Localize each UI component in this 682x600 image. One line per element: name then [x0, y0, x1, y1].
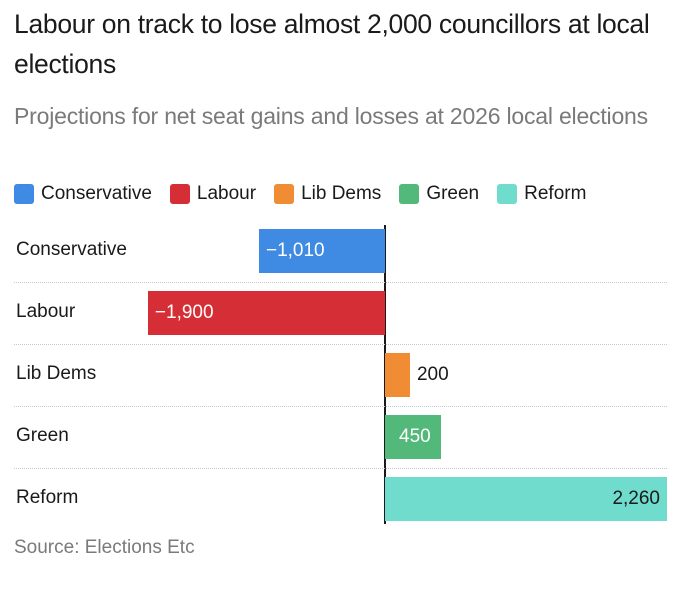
legend-label: Green	[426, 183, 480, 204]
row-separator	[14, 344, 667, 345]
data-label: −1,900	[154, 302, 214, 323]
legend-swatch	[169, 184, 190, 204]
legend-label: Conservative	[41, 183, 152, 204]
bar-green	[385, 415, 442, 459]
source-note: Source: Elections Etc	[14, 537, 195, 558]
legend-item: Lib Dems	[274, 183, 381, 205]
bar-reform	[385, 477, 667, 521]
bar-labour	[147, 291, 385, 335]
category-label: Conservative	[16, 239, 127, 260]
legend: Conservative Labour Lib Dems Green Reform	[14, 183, 586, 205]
chart-subtitle: Projections for net seat gains and losse…	[14, 103, 648, 129]
category-label: Labour	[16, 301, 76, 322]
row-separator	[14, 406, 667, 407]
row-separator	[14, 468, 667, 469]
legend-swatch	[14, 184, 34, 204]
legend-item: Conservative	[14, 183, 152, 205]
data-label: 450	[399, 426, 431, 447]
legend-item: Labour	[169, 183, 257, 205]
row-separator	[14, 282, 667, 283]
legend-item: Green	[399, 183, 479, 205]
data-label: −1,010	[265, 240, 325, 261]
legend-label: Labour	[196, 183, 257, 204]
legend-label: Reform	[524, 183, 587, 204]
data-label: 200	[416, 364, 449, 385]
chart-title: Labour on track to lose almost 2,000 cou…	[14, 9, 650, 79]
legend-swatch	[497, 184, 518, 204]
legend-swatch	[274, 184, 295, 204]
category-label: Lib Dems	[16, 363, 97, 384]
bar-conservative	[258, 229, 385, 273]
category-label: Reform	[16, 487, 79, 508]
data-label: 2,260	[612, 488, 660, 509]
legend-item: Reform	[497, 183, 586, 205]
legend-swatch	[399, 184, 420, 204]
bar-lib-dems	[385, 353, 410, 397]
category-label: Green	[16, 425, 69, 446]
legend-label: Lib Dems	[301, 183, 382, 204]
